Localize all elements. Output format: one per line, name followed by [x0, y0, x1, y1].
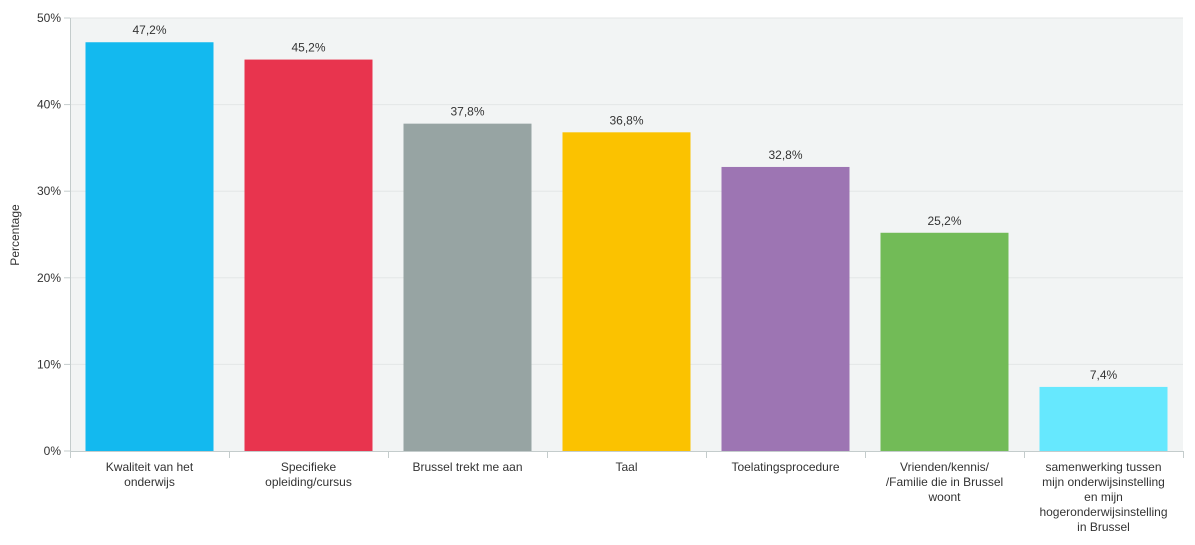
- data-label: 7,4%: [1090, 368, 1118, 382]
- x-tick-label: Brussel trekt me aan: [412, 460, 522, 474]
- data-label: 45,2%: [291, 41, 325, 55]
- y-tick-label: 20%: [37, 271, 61, 285]
- data-label: 36,8%: [609, 113, 643, 127]
- data-label: 25,2%: [927, 214, 961, 228]
- x-axis: [70, 18, 1184, 458]
- y-axis-title: Percentage: [8, 204, 22, 266]
- x-tick-label: Specifieke opleiding/cursus: [265, 460, 352, 489]
- bar: [721, 166, 850, 451]
- y-tick-label: 50%: [37, 11, 61, 25]
- bar: [403, 123, 532, 451]
- bar: [880, 232, 1009, 451]
- bar: [1039, 386, 1168, 451]
- x-tick-label: Vrienden/kennis//Familie die in Brussel w…: [886, 460, 1003, 504]
- y-tick-label: 0%: [44, 444, 62, 458]
- x-tick-label: Taal: [615, 460, 637, 474]
- y-tick-label: 30%: [37, 184, 61, 198]
- x-tick-label: samenwerking tussen mijn onderwijsinstell…: [1039, 460, 1167, 534]
- value-labels: 47,2% 45,2% 37,8% 36,8% 32,8% 25,2% 7,4%: [132, 23, 1117, 382]
- bar: [244, 59, 373, 452]
- bars: [85, 42, 1168, 452]
- x-tick-label: Toelatingsprocedure: [731, 460, 839, 474]
- y-axis-ticks: 0% 10% 20% 30% 40% 50%: [37, 11, 70, 458]
- bar: [562, 132, 691, 451]
- y-tick-label: 40%: [37, 98, 61, 112]
- data-label: 37,8%: [450, 105, 484, 119]
- data-label: 32,8%: [768, 148, 802, 162]
- y-tick-label: 10%: [37, 357, 61, 371]
- x-tick-label: Kwaliteit van het onderwijs: [106, 460, 194, 489]
- data-label: 47,2%: [132, 23, 166, 37]
- category-labels: Kwaliteit van het onderwijs Specifieke ople…: [106, 460, 1168, 534]
- bar: [85, 42, 214, 452]
